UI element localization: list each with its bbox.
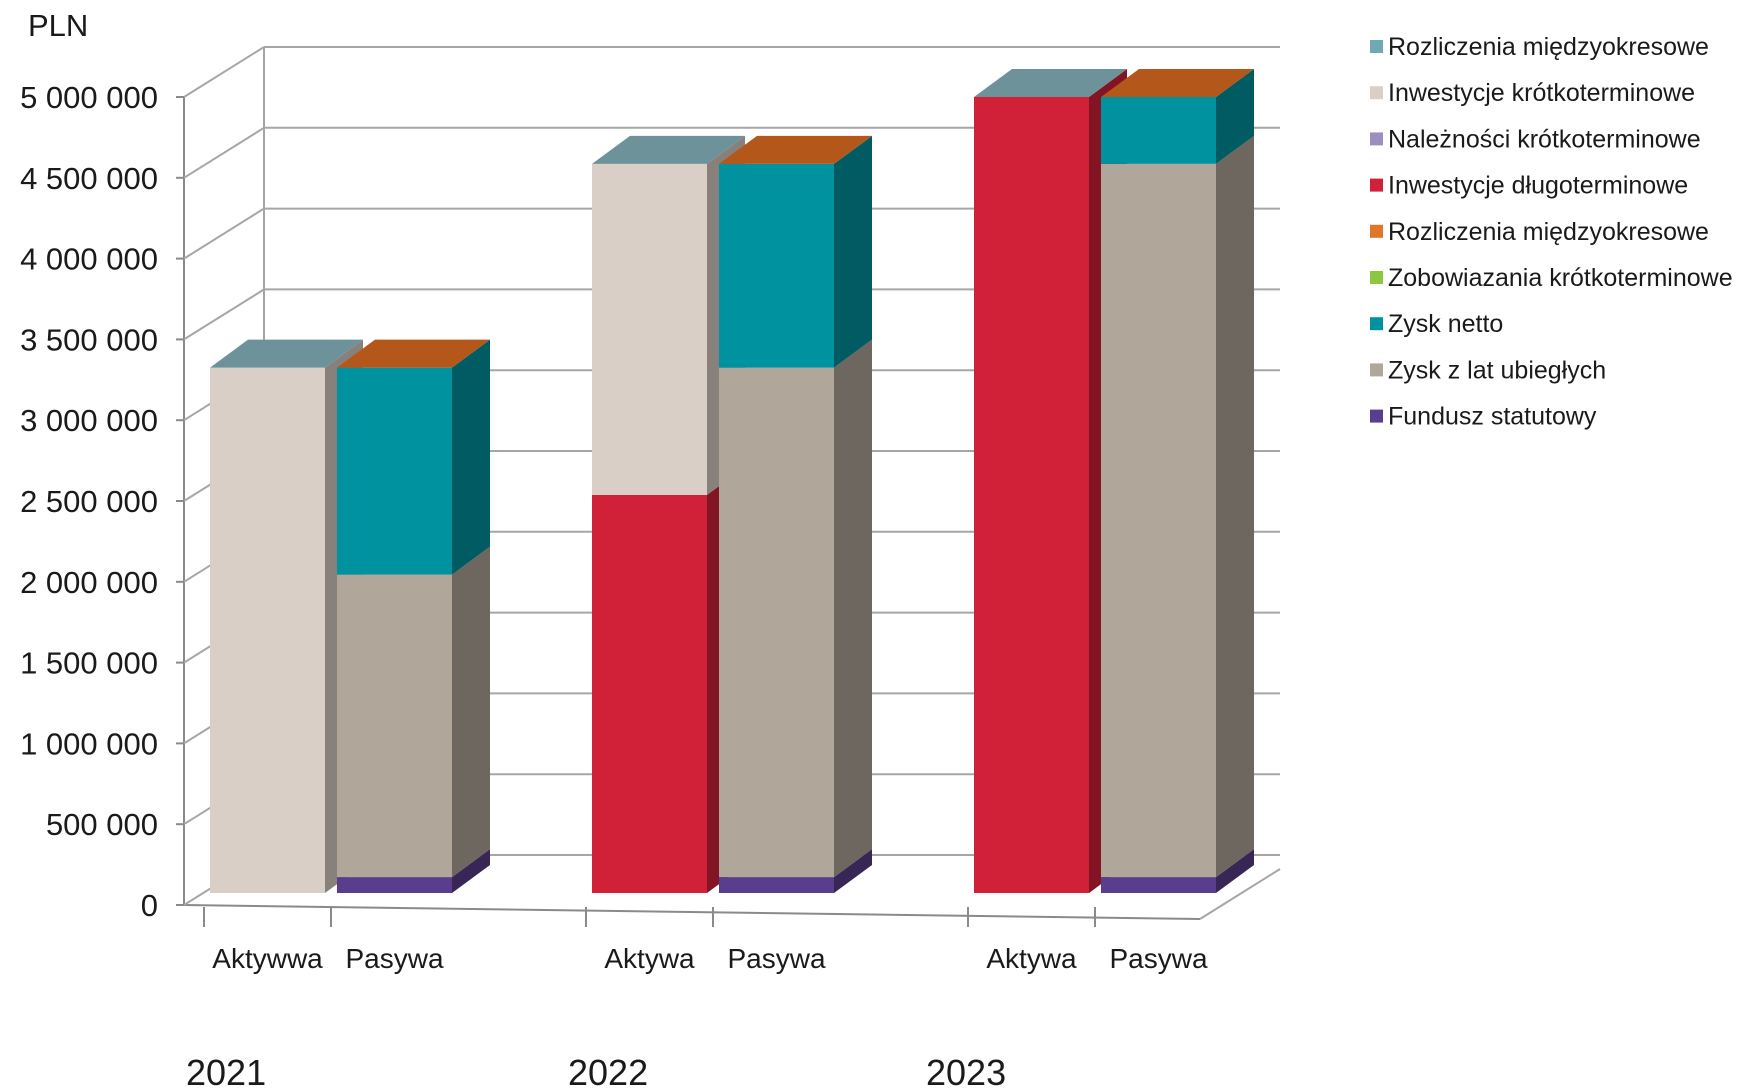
legend-label: Zysk z lat ubiegłych	[1388, 356, 1606, 384]
bar-top	[974, 69, 1127, 97]
x-category-label: Aktywa	[986, 943, 1077, 974]
bar-segment	[1101, 877, 1216, 893]
legend-label: Inwestycje krótkoterminowe	[1388, 79, 1695, 107]
legend-swatch	[1370, 178, 1383, 192]
y-axis-ticks: 0 500 000 1 000 000 1 500 000 2 000 000 2 500…	[20, 80, 184, 923]
gridline-diagonal	[183, 126, 265, 179]
bar-segment	[1101, 163, 1216, 878]
y-axis-unit-label: PLN	[28, 8, 88, 43]
bar-segment	[719, 163, 834, 368]
legend-swatch	[1370, 271, 1383, 284]
legend-label: Fundusz statutowy	[1388, 403, 1597, 431]
x-group-label: 2022	[568, 1052, 648, 1088]
y-tick-label: 3 000 000	[20, 403, 158, 438]
bar-segment	[337, 367, 452, 575]
legend-label: Zobowiazania krótkoterminowe	[1388, 264, 1733, 292]
bar-top	[337, 339, 490, 368]
bar-segment	[1101, 97, 1216, 164]
bar-segment-side	[452, 339, 490, 575]
bar-segment-side	[834, 849, 872, 893]
y-tick-label: 1 000 000	[20, 726, 158, 761]
bar-top	[719, 135, 872, 164]
bar-top	[592, 135, 745, 164]
x-group-label: 2021	[186, 1052, 266, 1088]
bars	[210, 69, 1254, 893]
legend-label: Rozliczenia międzyokresowe	[1388, 33, 1709, 61]
bar-segment	[337, 574, 452, 878]
y-tick-label: 1 500 000	[20, 646, 158, 681]
y-tick-label: 5 000 000	[20, 80, 158, 115]
legend-swatch	[1370, 317, 1383, 331]
bar-segment-side	[1216, 69, 1254, 164]
x-category-label: Aktywa	[604, 943, 695, 974]
gridline-diagonal	[183, 207, 265, 260]
floor-edge	[1199, 868, 1281, 920]
y-tick-label: 500 000	[46, 807, 158, 842]
bar-top	[210, 339, 363, 368]
bar-segment-side	[834, 339, 872, 878]
bar-segment	[210, 367, 325, 893]
y-tick-label: 4 000 000	[20, 242, 158, 277]
bar-segment	[974, 97, 1089, 893]
bar-segment-side	[1216, 135, 1254, 878]
x-category-label: Aktywwa	[212, 943, 323, 974]
legend-swatch	[1370, 132, 1383, 146]
bar-segment	[592, 163, 707, 495]
x-category-label: Pasywa	[345, 943, 443, 974]
legend-label: Inwestycje długoterminowe	[1388, 172, 1688, 200]
y-tick-label: 2 000 000	[20, 565, 158, 600]
y-tick-label: 2 500 000	[20, 484, 158, 519]
y-tick-label: 3 500 000	[20, 322, 158, 357]
x-axis-line	[183, 904, 1201, 920]
gridline-diagonal	[183, 46, 265, 98]
bar-segment	[337, 877, 452, 893]
bar-segment-side	[834, 135, 872, 368]
bar-top	[1101, 69, 1254, 97]
y-tick-label: 4 500 000	[20, 161, 158, 196]
y-tick-label: 0	[141, 888, 158, 923]
legend-label: Rozliczenia międzyokresowe	[1388, 218, 1709, 246]
legend: Rozliczenia międzyokresowe Inwestycje kró…	[1370, 33, 1733, 431]
x-axis-labels: Aktywwa Pasywa 2021 Aktywa Pasywa 2022 Aktywa P…	[186, 907, 1208, 1088]
bar-segment	[592, 495, 707, 893]
legend-label: Zysk netto	[1388, 310, 1503, 338]
legend-label: Należności krótkoterminowe	[1388, 125, 1701, 153]
bar-segment-side	[452, 849, 490, 893]
legend-swatch	[1370, 363, 1383, 377]
x-category-label: Pasywa	[1109, 943, 1207, 974]
legend-swatch	[1370, 40, 1383, 53]
bar-segment-side	[1216, 849, 1254, 893]
legend-swatch	[1370, 224, 1383, 238]
legend-swatch	[1370, 409, 1383, 423]
bar-segment	[719, 877, 834, 893]
x-group-label: 2023	[926, 1052, 1006, 1088]
x-category-label: Pasywa	[727, 943, 825, 974]
legend-swatch	[1370, 86, 1383, 100]
gridline-diagonal	[183, 288, 265, 341]
bar-segment-side	[452, 546, 490, 878]
bar-segment	[719, 367, 834, 878]
